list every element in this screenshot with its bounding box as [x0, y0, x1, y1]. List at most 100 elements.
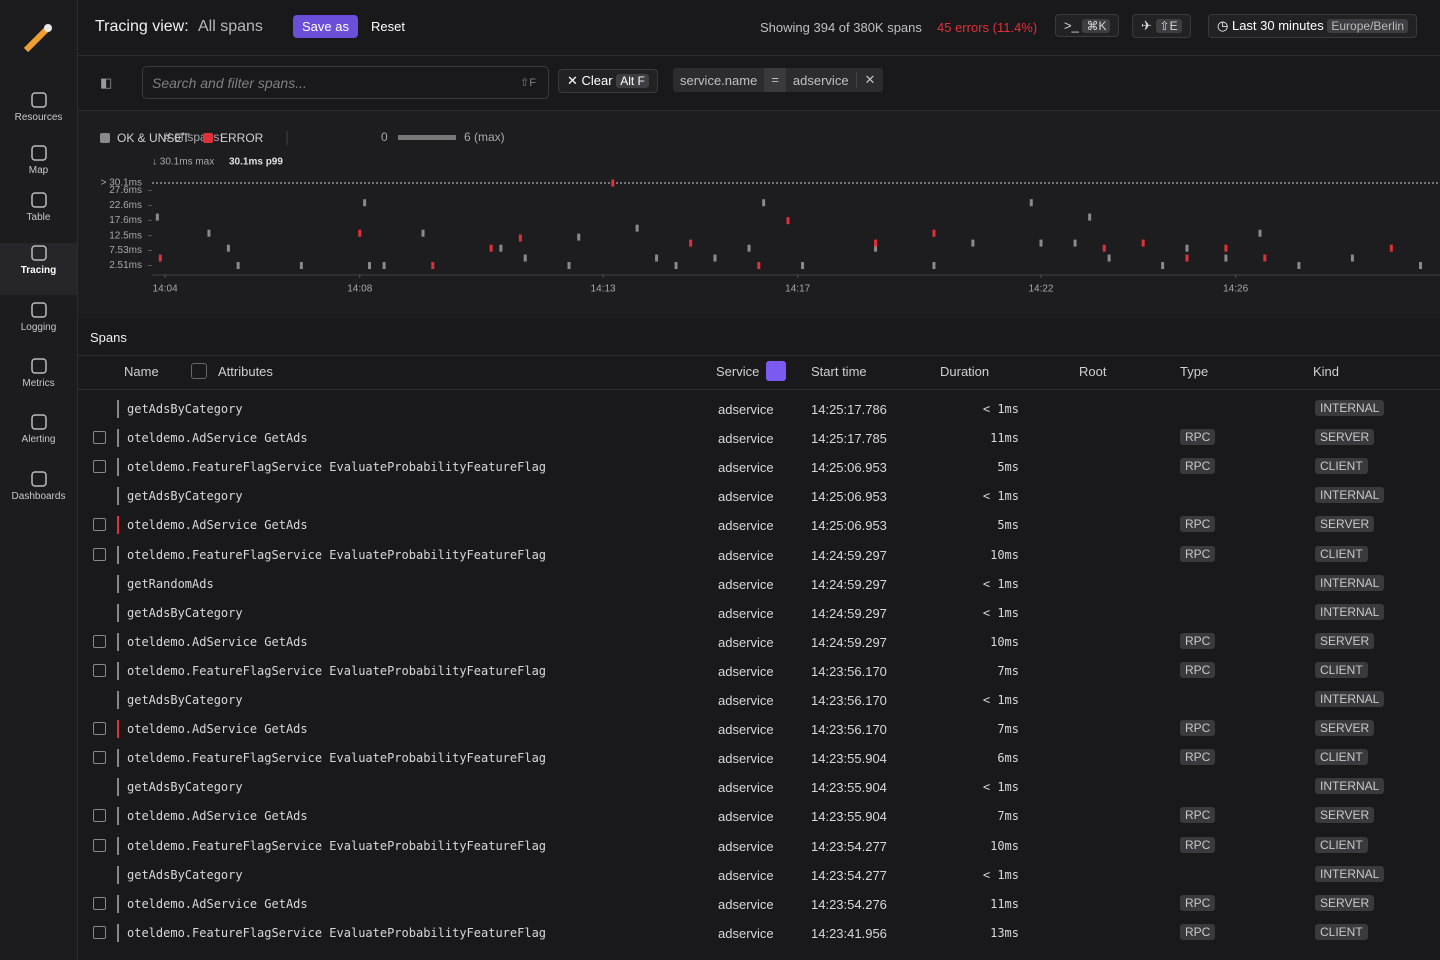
column-title[interactable]: Attributes [218, 364, 273, 379]
expand-button[interactable] [93, 722, 106, 736]
span-cell[interactable] [1039, 239, 1043, 247]
table-row[interactable]: getAdsByCategory adservice 14:25:17.786 < 1… [78, 395, 1440, 424]
span-cell[interactable] [236, 262, 240, 270]
table-row[interactable]: getAdsByCategory adservice 14:23:55.904 < 1… [78, 773, 1440, 802]
span-cell[interactable] [358, 229, 362, 237]
span-cell[interactable] [971, 239, 975, 247]
span-cell[interactable] [674, 262, 678, 270]
column-title[interactable]: Service [716, 364, 760, 379]
span-cell[interactable] [567, 262, 571, 270]
nav-item[interactable]: Logging [0, 300, 77, 333]
span-cell[interactable] [1350, 254, 1354, 262]
span-cell[interactable] [762, 199, 766, 207]
view-name[interactable]: All spans [198, 18, 263, 35]
explore-button[interactable]: ✈ ⇧E [1132, 14, 1191, 38]
span-cell[interactable] [713, 254, 717, 262]
expand-button[interactable] [93, 547, 106, 561]
span-cell[interactable] [431, 262, 435, 270]
column-title[interactable]: Duration [940, 364, 990, 379]
table-row[interactable]: oteldemo.AdService GetAds adservice 14:23:… [78, 802, 1440, 831]
time-picker[interactable]: ◷ Last 30 minutes Europe/Berlin [1208, 14, 1418, 38]
table-row[interactable]: oteldemo.AdService GetAds adservice 14:25:… [78, 511, 1440, 540]
nav-item[interactable]: Resources [0, 90, 77, 123]
column-title[interactable]: Name [124, 364, 159, 379]
chip-remove[interactable]: ✕ [855, 72, 884, 88]
nav-item[interactable]: Tracing [0, 243, 77, 295]
span-cell[interactable] [635, 224, 639, 232]
span-cell[interactable] [299, 262, 303, 270]
span-cell[interactable] [611, 179, 615, 187]
expand-button[interactable] [93, 518, 106, 532]
table-row[interactable]: oteldemo.FeatureFlagService EvaluateProb… [78, 919, 1440, 948]
span-cell[interactable] [874, 239, 878, 247]
clear-button[interactable]: ✕ Clear Alt F [558, 69, 658, 93]
span-cell[interactable] [655, 254, 659, 262]
column-title[interactable]: Kind [1313, 364, 1340, 379]
span-cell[interactable] [1073, 239, 1077, 247]
expand-button[interactable] [93, 634, 106, 648]
table-row[interactable]: getAdsByCategory adservice 14:23:56.170 < 1… [78, 686, 1440, 715]
table-row[interactable]: getAdsByCategory adservice 14:23:54.277 < 1… [78, 861, 1440, 890]
span-cell[interactable] [1107, 254, 1111, 262]
span-cell[interactable] [158, 254, 162, 262]
column-title[interactable]: Start time [811, 364, 867, 379]
expand-button[interactable] [93, 663, 106, 677]
span-cell[interactable] [368, 262, 372, 270]
span-cell[interactable] [489, 244, 493, 252]
span-cell[interactable] [363, 199, 367, 207]
span-cell[interactable] [747, 244, 751, 252]
span-cell[interactable] [757, 262, 761, 270]
nav-item[interactable]: Table [0, 190, 77, 223]
span-cell[interactable] [207, 229, 211, 237]
reset-button[interactable]: Reset [371, 19, 405, 34]
nav-item[interactable]: Dashboards [0, 469, 77, 502]
span-cell[interactable] [1185, 244, 1189, 252]
span-cell[interactable] [1029, 199, 1033, 207]
span-cell[interactable] [226, 244, 230, 252]
table-row[interactable]: oteldemo.FeatureFlagService EvaluateProb… [78, 832, 1440, 861]
span-cell[interactable] [1161, 262, 1165, 270]
span-cell[interactable] [689, 239, 693, 247]
span-cell[interactable] [1419, 262, 1423, 270]
table-row[interactable]: oteldemo.FeatureFlagService EvaluateProb… [78, 453, 1440, 482]
nav-item[interactable]: Metrics [0, 356, 77, 389]
table-row[interactable]: oteldemo.FeatureFlagService EvaluateProb… [78, 541, 1440, 570]
span-cell[interactable] [155, 213, 159, 221]
span-cell[interactable] [523, 254, 527, 262]
table-row[interactable]: getAdsByCategory adservice 14:25:06.953 < 1… [78, 482, 1440, 511]
checkbox[interactable] [191, 363, 207, 379]
column-title[interactable]: Type [1180, 364, 1209, 379]
expand-button[interactable] [93, 925, 106, 939]
expand-button[interactable] [93, 809, 106, 823]
save-button[interactable]: Save as [293, 15, 358, 38]
span-cell[interactable] [932, 229, 936, 237]
span-cell[interactable] [1141, 239, 1145, 247]
span-cell[interactable] [421, 229, 425, 237]
table-row[interactable]: getAdsByCategory adservice 14:24:59.297 < 1… [78, 599, 1440, 628]
expand-button[interactable] [93, 460, 106, 474]
span-cell[interactable] [499, 244, 503, 252]
span-cell[interactable] [1224, 244, 1228, 252]
span-cell[interactable] [801, 262, 805, 270]
span-cell[interactable] [1088, 213, 1092, 221]
span-cell[interactable] [1258, 229, 1262, 237]
table-row[interactable]: oteldemo.FeatureFlagService EvaluateProb… [78, 744, 1440, 773]
span-cell[interactable] [1389, 244, 1393, 252]
span-cell[interactable] [382, 262, 386, 270]
search-input[interactable]: Search and filter spans... ⇧F [142, 66, 549, 99]
expand-button[interactable] [93, 896, 106, 910]
span-cell[interactable] [518, 234, 522, 242]
filter-chip[interactable]: service.name = adservice ✕ [673, 68, 884, 92]
table-row[interactable]: oteldemo.AdService GetAds adservice 14:23:… [78, 715, 1440, 744]
span-cell[interactable] [1224, 254, 1228, 262]
filter-icon[interactable] [766, 361, 786, 381]
span-cell[interactable] [1102, 244, 1106, 252]
span-cell[interactable] [1263, 254, 1267, 262]
span-cell[interactable] [874, 244, 878, 252]
table-row[interactable]: oteldemo.AdService GetAds adservice 14:24:… [78, 628, 1440, 657]
span-cell[interactable] [577, 233, 581, 241]
table-row[interactable]: oteldemo.AdService GetAds adservice 14:23:… [78, 890, 1440, 919]
span-cell[interactable] [1185, 254, 1189, 262]
expand-button[interactable] [93, 838, 106, 852]
span-cell[interactable] [932, 262, 936, 270]
